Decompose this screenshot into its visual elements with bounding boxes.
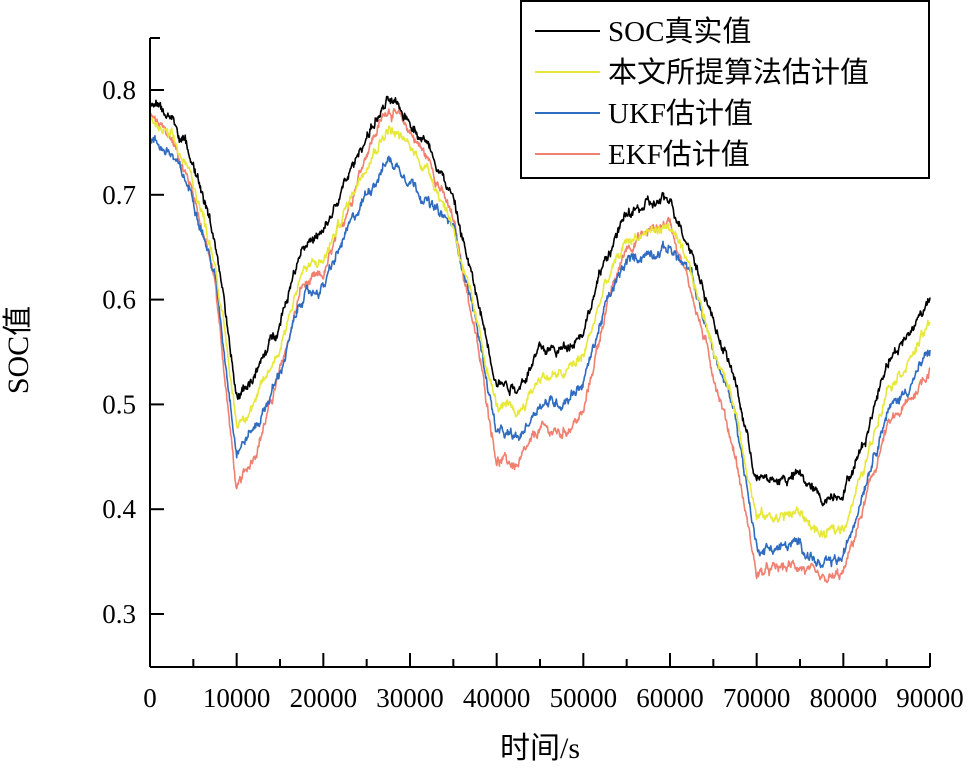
x-tick-label: 70000: [723, 683, 791, 713]
x-tick-label: 20000: [290, 683, 358, 713]
x-tick-label: 10000: [203, 683, 271, 713]
y-tick-label: 0.5: [102, 389, 136, 419]
series-line-1: [149, 117, 931, 539]
x-axis-label: 时间/s: [500, 732, 580, 765]
x-tick-label: 50000: [550, 683, 618, 713]
series-line-2: [149, 135, 931, 569]
series-line-3: [149, 108, 931, 584]
y-tick-label: 0.7: [102, 180, 136, 210]
x-tick-label: 0: [143, 683, 157, 713]
legend-label-2: UKF估计值: [608, 97, 753, 130]
x-tick-label: 90000: [896, 683, 964, 713]
series-layer: [149, 95, 931, 584]
y-tick-label: 0.3: [102, 599, 136, 629]
y-tick-label: 0.8: [102, 75, 136, 105]
y-tick-label: 0.6: [102, 285, 136, 315]
legend-label-1: 本文所提算法估计值: [608, 56, 869, 89]
axes: 0.3 0.4 0.5 0.6 0.7 0.8 0 10000 20000 30000 40000 5…: [102, 37, 964, 713]
y-tick-label: 0.4: [102, 494, 136, 524]
x-tick-label: 30000: [376, 683, 444, 713]
legend-label-0: SOC真实值: [608, 15, 751, 48]
legend-label-3: EKF估计值: [608, 138, 750, 171]
x-tick-label: 60000: [636, 683, 704, 713]
series-line-0: [149, 95, 931, 507]
y-axis-label: SOC值: [2, 306, 35, 394]
x-tick-label: 40000: [463, 683, 531, 713]
x-tick-label: 80000: [810, 683, 878, 713]
